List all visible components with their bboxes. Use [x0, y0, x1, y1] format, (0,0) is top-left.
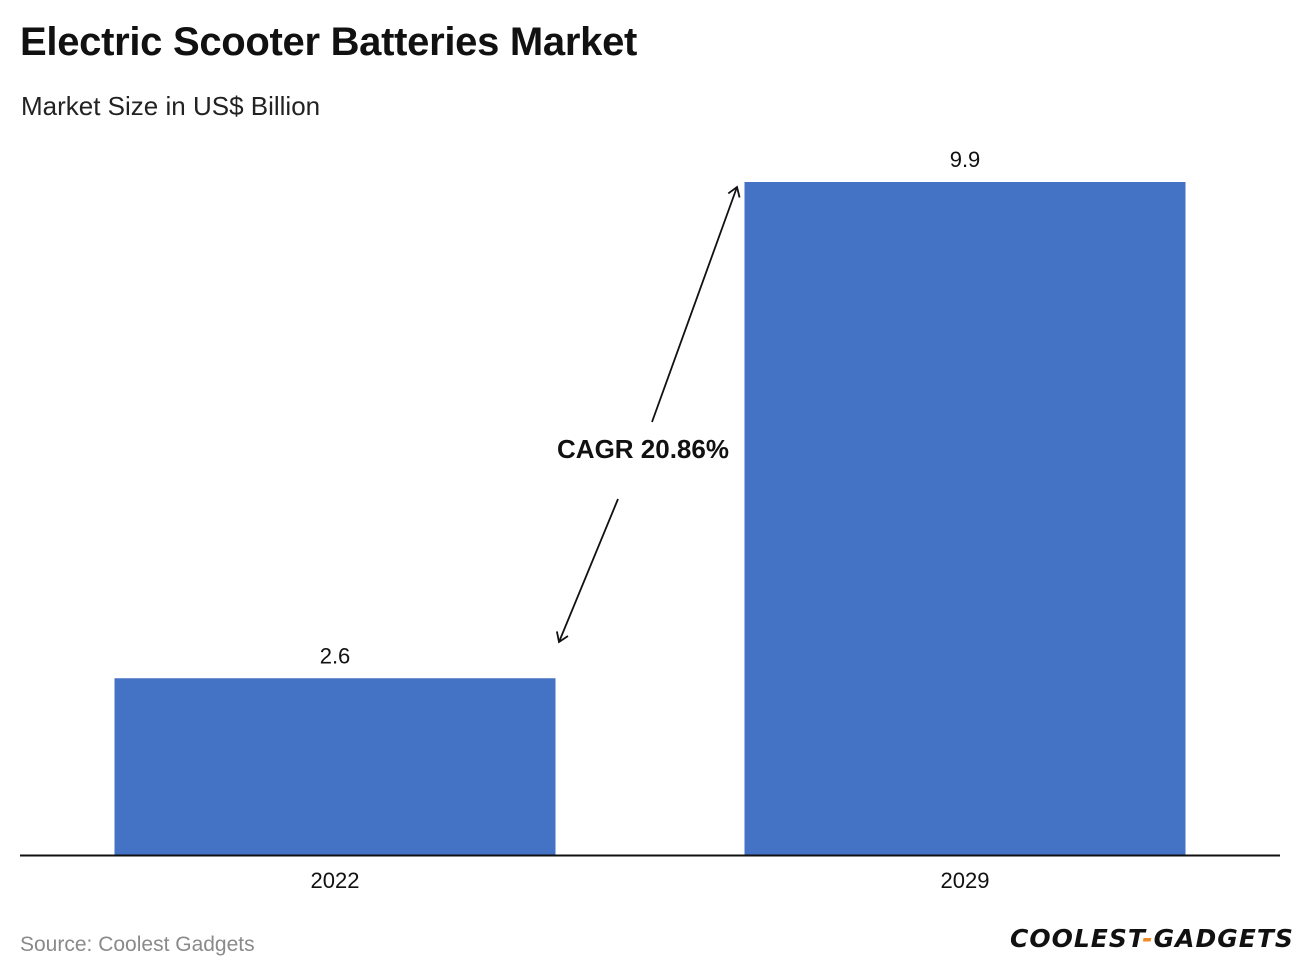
bars [114, 182, 1186, 855]
logo-dash: - [1142, 924, 1154, 953]
cagr-arrow-up [651, 185, 741, 423]
x-tick-label-2029: 2029 [941, 868, 990, 893]
cagr-arrow-down [556, 498, 619, 644]
value-label-2022: 2.6 [320, 643, 351, 668]
chart-subtitle: Market Size in US$ Billion [21, 91, 321, 121]
x-tick-label-2022: 2022 [311, 868, 360, 893]
bar-2029 [744, 182, 1186, 855]
logo-word-right: GADGETS [1153, 924, 1294, 953]
logo-word-left: COOLEST [1010, 924, 1143, 953]
chart-title: Electric Scooter Batteries Market [20, 20, 638, 64]
value-label-2029: 9.9 [950, 147, 981, 172]
source-note: Source: Coolest Gadgets [20, 933, 255, 956]
cagr-annotation: CAGR 20.86% [556, 185, 741, 644]
coolest-gadgets-logo: COOLEST-GADGETS [1010, 924, 1294, 953]
bar-2022 [114, 678, 556, 855]
labels: 2.6 2022 9.9 2029 [311, 147, 990, 893]
cagr-label: CAGR 20.86% [557, 434, 729, 464]
